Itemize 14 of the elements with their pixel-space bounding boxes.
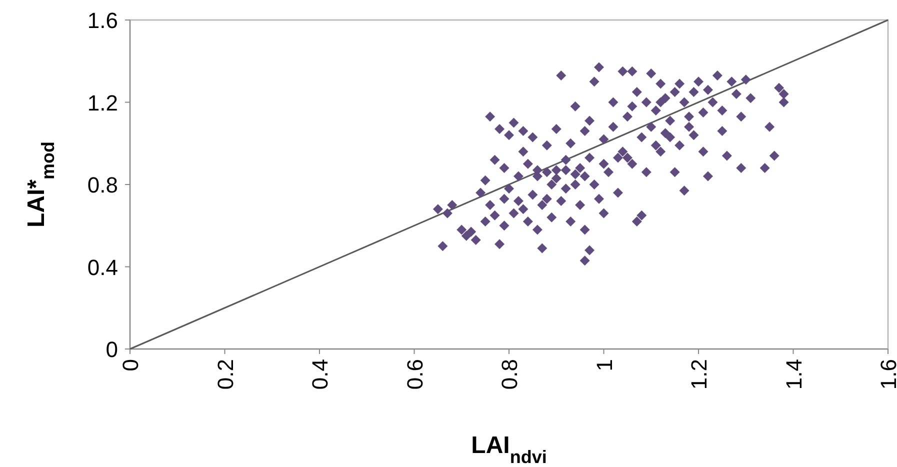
x-tick-label: 0.8 xyxy=(497,359,522,390)
x-tick-label: 1 xyxy=(592,359,617,372)
x-tick-label: 0 xyxy=(118,359,143,372)
y-tick-label: 0.8 xyxy=(87,172,118,198)
y-tick-label: 0.4 xyxy=(87,254,118,280)
x-tick-label: 1.4 xyxy=(781,359,806,390)
x-tick-label: 0.2 xyxy=(212,359,238,390)
y-tick-label: 1.6 xyxy=(87,8,118,33)
x-tick-label: 1.6 xyxy=(876,359,897,390)
x-axis-title: LAI$_{ndvi}$ xyxy=(471,432,547,467)
x-tick-label: 0.4 xyxy=(308,359,332,390)
x-tick-label: 0.6 xyxy=(402,359,428,390)
x-tick-label: 1.2 xyxy=(686,359,712,390)
y-tick-label: 1.2 xyxy=(87,90,118,116)
